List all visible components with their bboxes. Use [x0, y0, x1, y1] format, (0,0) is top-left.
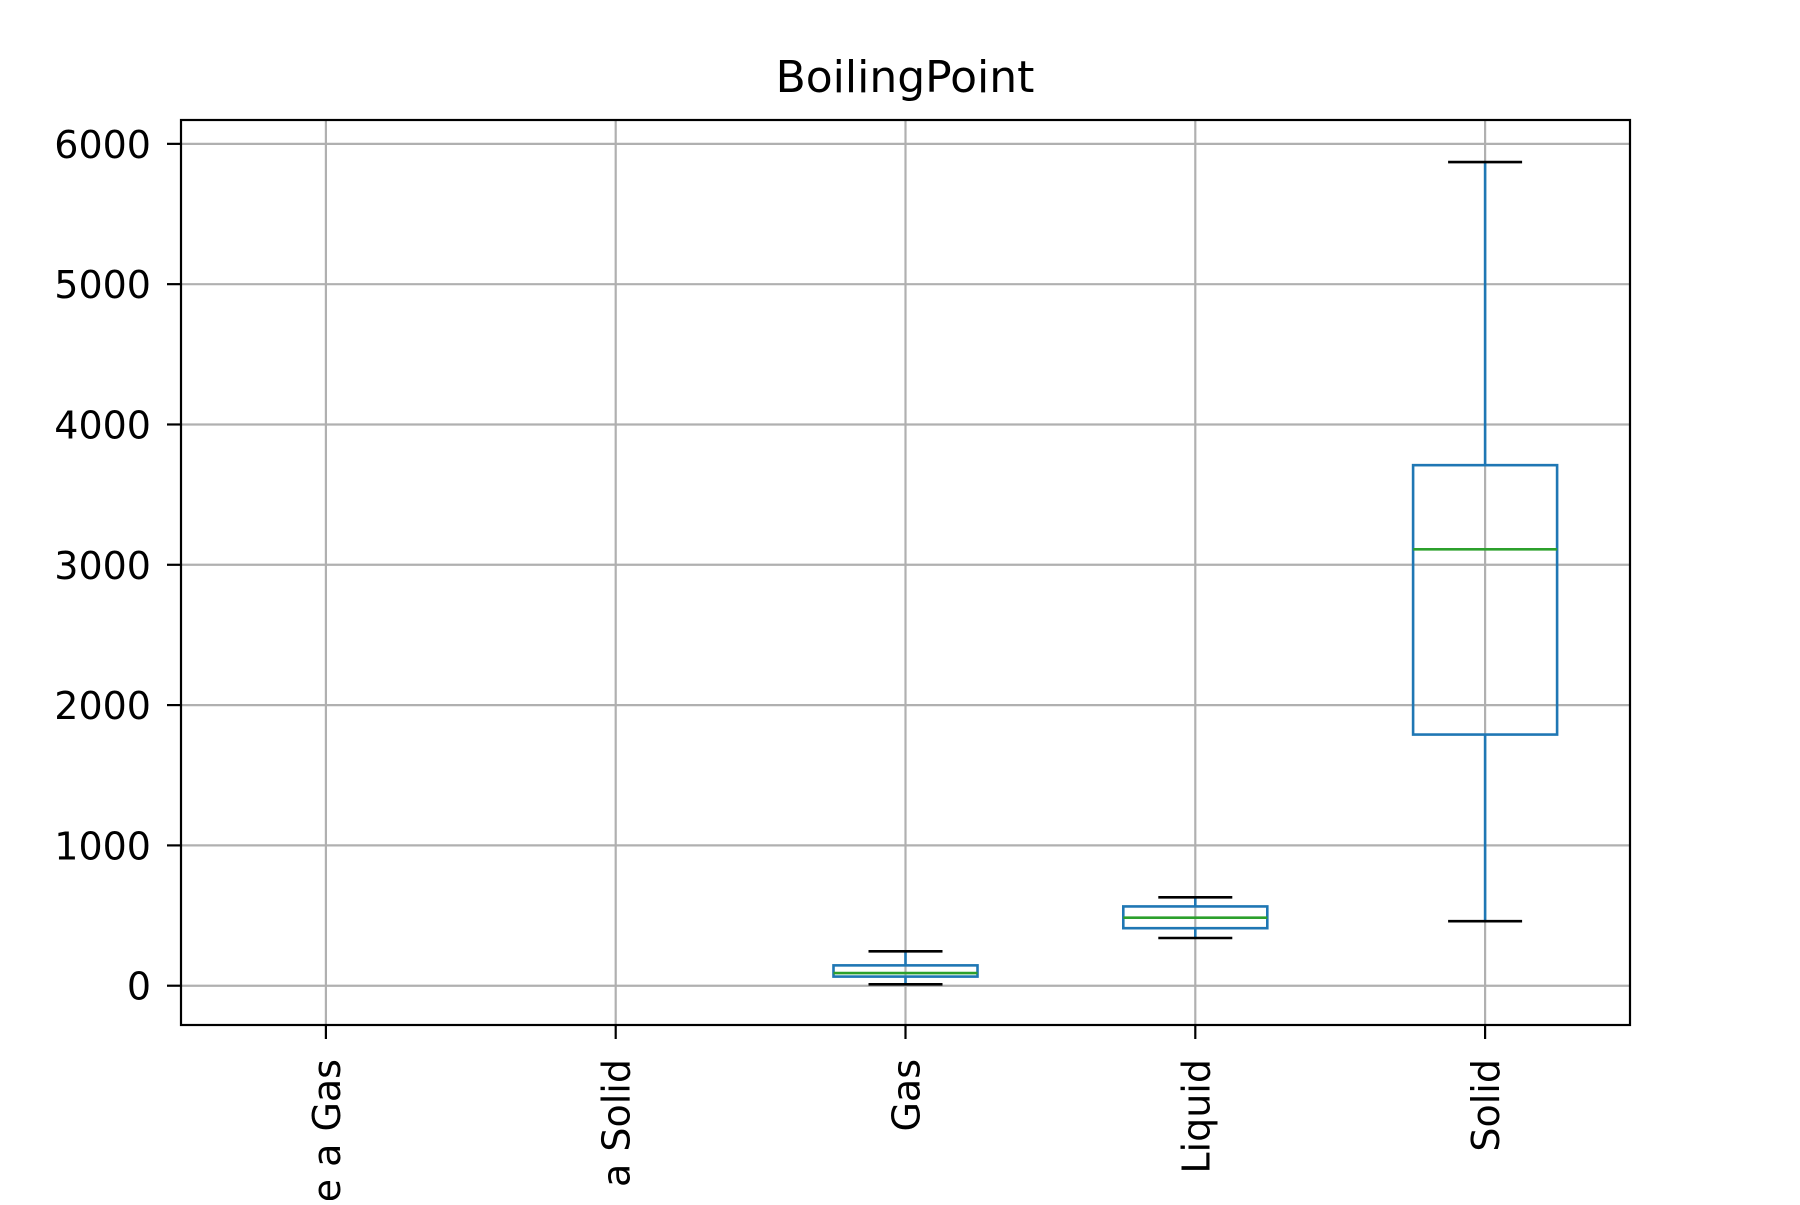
- x-tick-label: e a Gas: [305, 1059, 349, 1200]
- x-tick-label: Solid: [1464, 1059, 1508, 1152]
- iqr-box: [1411, 463, 1559, 736]
- y-tick-label: 1000: [54, 824, 151, 868]
- y-tick-label: 2000: [54, 684, 151, 728]
- tick-layer: 0 1000 2000 3000 4000 5000 6000 e a Gas a Solid G…: [54, 123, 1508, 1203]
- box-solid: [1411, 160, 1559, 923]
- box-liquid: [1122, 896, 1269, 940]
- x-tick-label: a Solid: [595, 1059, 639, 1187]
- y-tick-label: 6000: [54, 123, 151, 167]
- iqr-box: [832, 964, 979, 978]
- y-tick-label: 4000: [54, 403, 151, 447]
- x-tick-label: Gas: [885, 1059, 929, 1132]
- box-layer: [832, 160, 1559, 986]
- y-tick-label: 5000: [54, 263, 151, 307]
- box-gas: [832, 950, 979, 986]
- x-tick-label: Liquid: [1174, 1059, 1218, 1174]
- y-tick-label: 3000: [54, 544, 151, 588]
- y-tick-label: 0: [127, 965, 151, 1009]
- chart-title: BoilingPoint: [776, 52, 1035, 103]
